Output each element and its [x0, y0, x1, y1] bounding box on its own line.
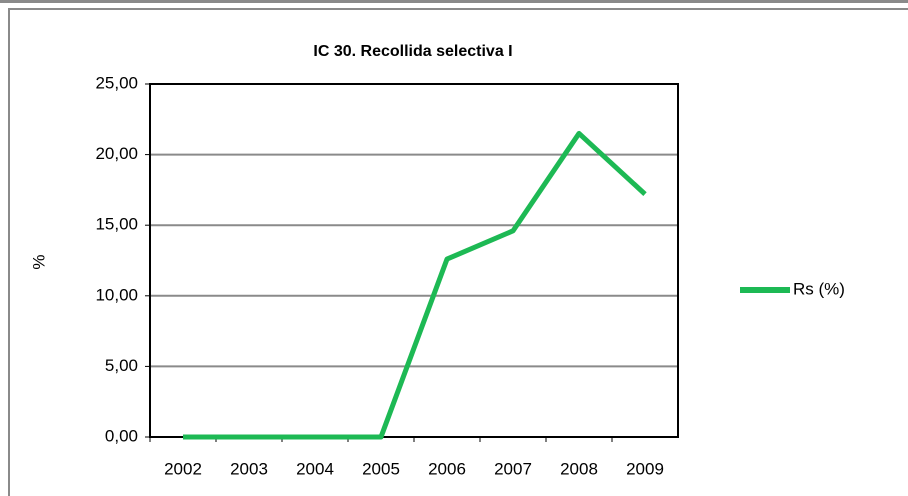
y-tick-label: 10,00 — [95, 285, 138, 304]
x-tick-label: 2003 — [230, 459, 268, 478]
top-strip — [0, 0, 908, 3]
line-series — [183, 130, 647, 440]
y-axis-label: % — [29, 254, 48, 269]
x-tick-label: 2004 — [296, 459, 334, 478]
x-tick-label: 2009 — [626, 459, 664, 478]
x-tick-label: 2002 — [164, 459, 202, 478]
x-tick-label: 2008 — [560, 459, 598, 478]
x-tick-label: 2005 — [362, 459, 400, 478]
legend-label: Rs (%) — [793, 279, 845, 298]
y-tick-label: 15,00 — [95, 215, 138, 234]
y-tick-label: 25,00 — [95, 73, 138, 92]
y-tick-label: 0,00 — [105, 426, 138, 445]
y-tick-label: 20,00 — [95, 144, 138, 163]
x-tick-label: 2007 — [494, 459, 532, 478]
y-tick-label: 5,00 — [105, 356, 138, 375]
chart-title: IC 30. Recollida selectiva I — [313, 43, 512, 60]
x-tick-label: 2006 — [428, 459, 466, 478]
